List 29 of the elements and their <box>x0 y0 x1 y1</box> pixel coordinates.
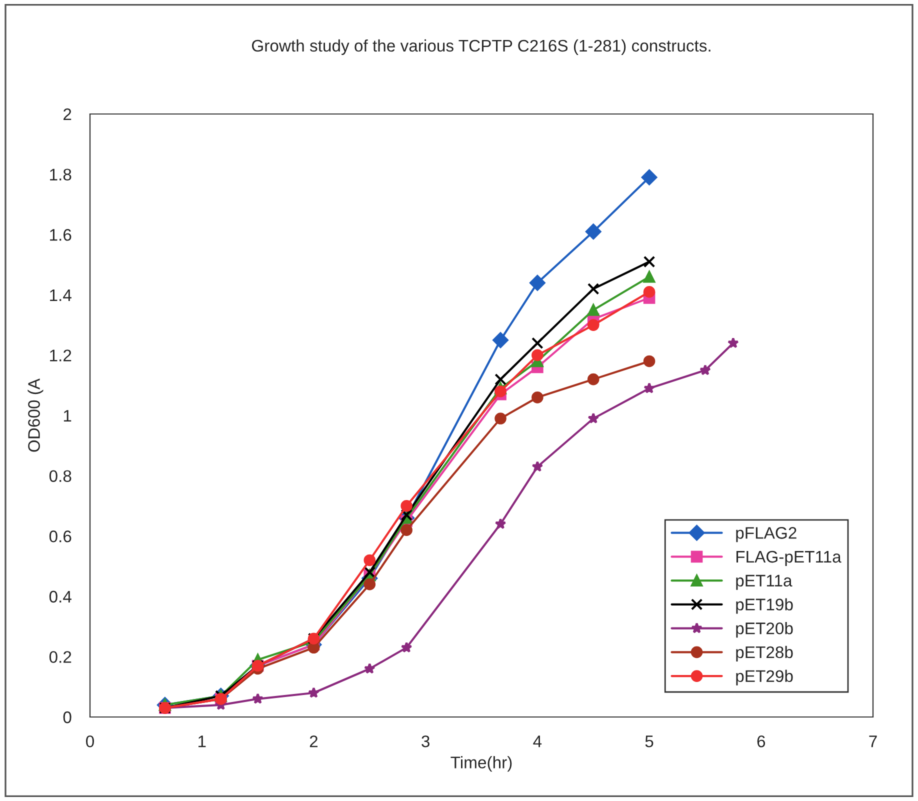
y-tick-label: 0.4 <box>49 590 72 603</box>
x-tick-label: 1 <box>198 736 206 748</box>
x-tick-label: 7 <box>869 736 877 748</box>
y-tick-label: 2 <box>64 108 72 120</box>
x-tick-label: 6 <box>757 735 766 748</box>
y-axis-title: OD600 (A <box>28 378 44 452</box>
x-tick-label: 3 <box>422 735 430 748</box>
x-tick-label: 2 <box>310 735 318 748</box>
y-tick-label: 0.2 <box>49 651 72 663</box>
y-tick-label: 1.2 <box>50 350 72 362</box>
legend-label: FLAG-pET11a <box>736 550 842 566</box>
legend-label: pET29b <box>736 670 793 686</box>
y-tick-label: 0.6 <box>49 530 72 542</box>
legend-label: pET20b <box>736 622 793 638</box>
y-tick-label: 1 <box>64 410 72 422</box>
x-tick-label: 4 <box>533 736 542 748</box>
y-tick-label: 1.8 <box>50 168 72 181</box>
legend-label: pFLAG2 <box>736 527 796 542</box>
x-tick-label: 0 <box>86 735 94 748</box>
x-tick-label: 5 <box>645 736 654 748</box>
legend-label: pET11a <box>736 574 792 590</box>
y-tick-label: 0 <box>63 711 72 724</box>
y-tick-label: 1.4 <box>50 289 72 301</box>
legend-label: pET19b <box>736 598 793 614</box>
y-tick-label: 1.6 <box>50 229 72 241</box>
y-tick-label: 0.8 <box>49 470 72 482</box>
x-axis-title: Time(hr) <box>450 756 512 772</box>
chart-title: Growth study of the various TCPTP C216S (1-281) constructs. <box>252 39 710 55</box>
legend-label: pET28b <box>736 646 793 662</box>
